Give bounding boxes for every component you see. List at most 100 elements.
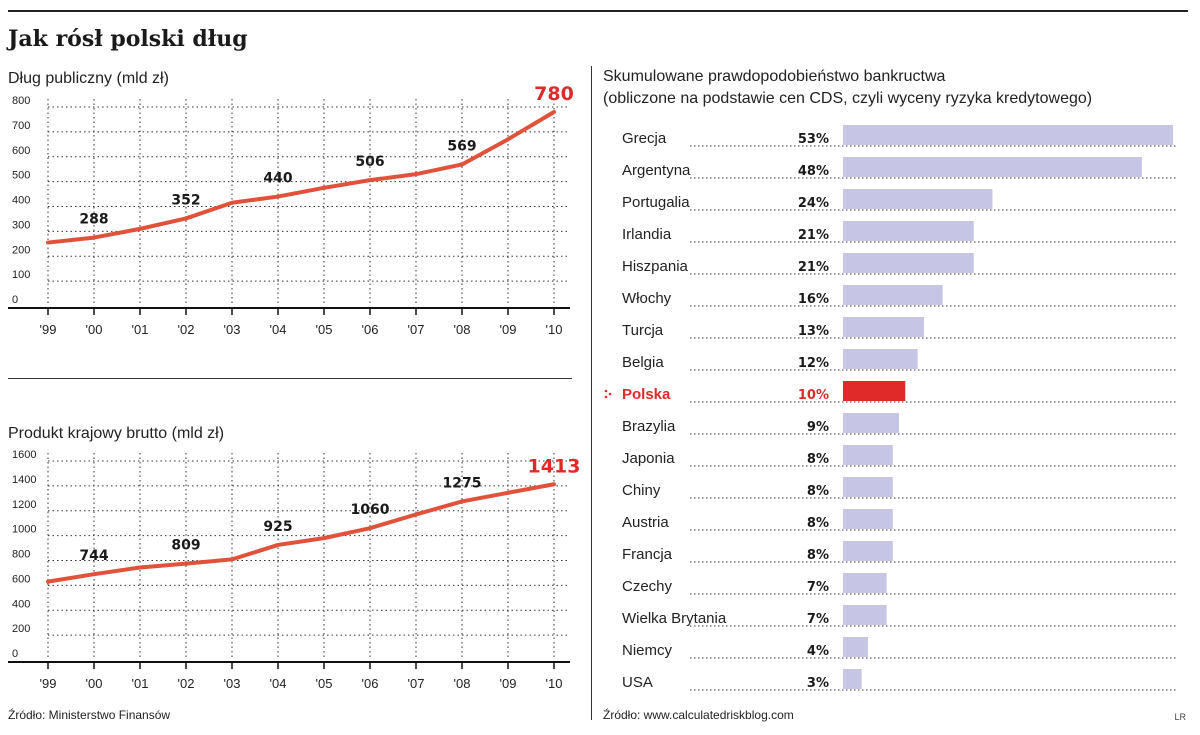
debt-ytick-label: 600 — [12, 145, 30, 157]
bankruptcy-country-label: Hiszpania — [622, 258, 689, 275]
bankruptcy-value-label: 8% — [807, 452, 829, 467]
bankruptcy-value-label: 8% — [807, 548, 829, 563]
highlight-dot — [608, 392, 612, 396]
debt-xtick-label: '05 — [316, 322, 333, 337]
gdp-xtick-label: '10 — [546, 676, 563, 691]
debt-xtick-label: '08 — [454, 322, 471, 337]
bankruptcy-value-label: 8% — [807, 516, 829, 531]
debt-data-label: 569 — [447, 138, 476, 154]
gdp-data-label: 1060 — [351, 502, 390, 518]
gdp-data-label: 1413 — [528, 455, 581, 477]
author-credit: LR — [1174, 712, 1186, 722]
bankruptcy-country-label: USA — [622, 674, 653, 691]
debt-xtick-label: '99 — [40, 322, 57, 337]
gdp-data-label: 925 — [263, 519, 292, 535]
gdp-xtick-label: '00 — [86, 676, 103, 691]
gdp-ytick-label: 1200 — [12, 499, 36, 511]
gdp-ytick-label: 600 — [12, 573, 30, 585]
main-title: Jak rósł polski dług — [8, 26, 248, 52]
debt-ytick-label: 400 — [12, 195, 30, 207]
debt-xtick-label: '03 — [224, 322, 241, 337]
bankruptcy-bar — [843, 477, 893, 497]
highlight-dot — [604, 389, 608, 393]
bankruptcy-country-label: Brazylia — [622, 418, 676, 435]
gdp-ytick-label: 1400 — [12, 474, 36, 486]
bankruptcy-bar — [843, 221, 974, 241]
gdp-xtick-label: '03 — [224, 676, 241, 691]
bankruptcy-country-label: Grecja — [622, 130, 667, 147]
gdp-xtick-label: '99 — [40, 676, 57, 691]
bankruptcy-bar — [843, 413, 900, 433]
bankruptcy-bar — [843, 381, 906, 401]
debt-xtick-label: '01 — [132, 322, 149, 337]
bankruptcy-value-label: 24% — [798, 196, 829, 211]
debt-ytick-label: 300 — [12, 219, 30, 231]
gdp-xtick-label: '07 — [408, 676, 425, 691]
gdp-xtick-label: '06 — [362, 676, 379, 691]
bankruptcy-country-label: Chiny — [622, 482, 661, 499]
gdp-ytick-label: 0 — [12, 648, 18, 660]
bankruptcy-value-label: 3% — [807, 676, 829, 691]
gdp-data-label: 1275 — [443, 475, 482, 491]
bankruptcy-bar — [843, 445, 893, 465]
debt-xtick-label: '02 — [178, 322, 195, 337]
top-rule — [8, 10, 1188, 12]
bankruptcy-bar — [843, 637, 868, 657]
bankruptcy-country-label: Portugalia — [622, 194, 690, 211]
bankruptcy-bar — [843, 125, 1173, 145]
bankruptcy-value-label: 53% — [798, 132, 829, 147]
bankruptcy-value-label: 9% — [807, 420, 829, 435]
bankruptcy-country-label: Niemcy — [622, 642, 673, 659]
bankruptcy-value-label: 8% — [807, 484, 829, 499]
bankruptcy-bar — [843, 285, 943, 305]
bankruptcy-bar — [843, 157, 1142, 177]
debt-xtick-label: '09 — [500, 322, 517, 337]
debt-xtick-label: '06 — [362, 322, 379, 337]
gdp-ytick-label: 1600 — [12, 449, 36, 461]
debt-data-label: 780 — [534, 83, 574, 105]
bankruptcy-value-label: 13% — [798, 324, 829, 339]
bankruptcy-bar — [843, 669, 862, 689]
bankruptcy-country-label: Belgia — [622, 354, 664, 371]
highlight-dot — [604, 395, 608, 399]
gdp-series-line — [46, 482, 556, 584]
bankruptcy-value-label: 21% — [798, 228, 829, 243]
bankruptcy-value-label: 16% — [798, 292, 829, 307]
gdp-data-label: 809 — [171, 538, 200, 554]
bankruptcy-value-label: 48% — [798, 164, 829, 179]
bankruptcy-chart-subtitle: (obliczone na podstawie cen CDS, czyli w… — [603, 90, 1093, 107]
debt-xtick-label: '07 — [408, 322, 425, 337]
bankruptcy-bar — [843, 509, 893, 529]
bankruptcy-chart-title: Skumulowane prawdopodobieństwo bankructw… — [603, 68, 946, 85]
gdp-xtick-label: '01 — [132, 676, 149, 691]
source-left: Źródło: Ministerstwo Finansów — [8, 708, 171, 722]
gdp-xtick-label: '09 — [500, 676, 517, 691]
debt-xtick-label: '10 — [546, 322, 563, 337]
gdp-data-label: 744 — [79, 548, 108, 564]
debt-series-line — [46, 109, 556, 245]
bankruptcy-country-label: Argentyna — [622, 162, 691, 179]
gdp-xtick-label: '08 — [454, 676, 471, 691]
debt-data-label: 288 — [79, 212, 108, 228]
debt-ytick-label: 500 — [12, 170, 30, 182]
gdp-ytick-label: 400 — [12, 598, 30, 610]
bankruptcy-bar — [843, 573, 887, 593]
bankruptcy-country-label: Włochy — [622, 290, 672, 307]
gdp-xtick-label: '02 — [178, 676, 195, 691]
debt-data-label: 440 — [263, 171, 292, 187]
gdp-xtick-label: '04 — [270, 676, 287, 691]
debt-data-label: 506 — [355, 154, 384, 170]
bankruptcy-value-label: 7% — [807, 612, 829, 627]
bankruptcy-country-label: Turcja — [622, 322, 664, 339]
gdp-ytick-label: 1000 — [12, 524, 36, 536]
bankruptcy-bar — [843, 541, 893, 561]
bankruptcy-value-label: 7% — [807, 580, 829, 595]
bankruptcy-bar — [843, 605, 887, 625]
bankruptcy-value-label: 12% — [798, 356, 829, 371]
bankruptcy-bar — [843, 349, 918, 369]
gdp-ytick-label: 200 — [12, 623, 30, 635]
column-divider — [591, 66, 592, 720]
debt-xtick-label: '00 — [86, 322, 103, 337]
debt-data-label: 352 — [171, 192, 200, 208]
gdp-ytick-label: 800 — [12, 549, 30, 561]
